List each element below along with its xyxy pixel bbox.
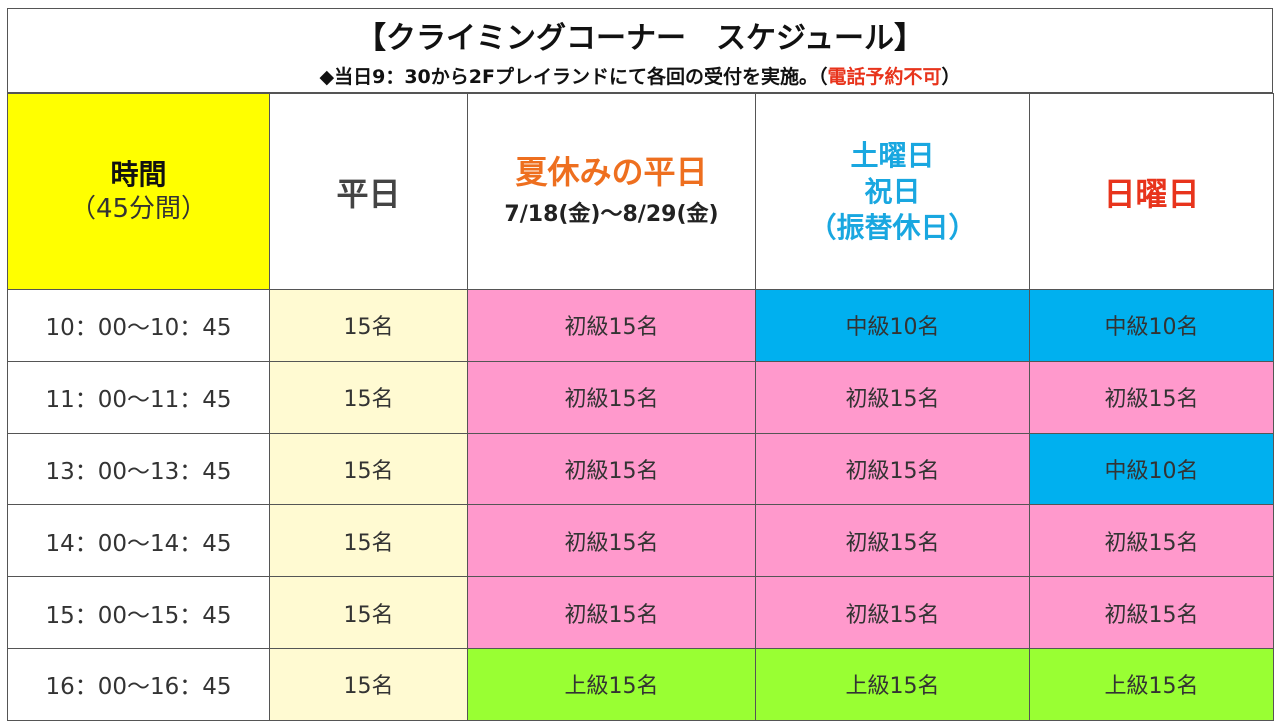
sunday-capacity: 初級15名	[1029, 576, 1274, 649]
summer-capacity: 上級15名	[467, 647, 756, 721]
saturday-capacity: 上級15名	[755, 647, 1030, 721]
weekday-capacity: 15名	[269, 647, 468, 721]
sunday-capacity: 初級15名	[1029, 360, 1274, 434]
time-slot: 10：00～10：45	[7, 289, 270, 362]
weekday-capacity: 15名	[269, 289, 468, 362]
reception-note-suffix: ）	[941, 66, 961, 88]
header-time: 時間 （45分間）	[7, 93, 270, 290]
title-box: 【クライミングコーナー スケジュール】 ◆当日9：30から2Fプレイランドにて各…	[7, 8, 1273, 93]
header-saturday-label: 土曜日	[850, 138, 935, 172]
saturday-capacity: 初級15名	[755, 360, 1030, 434]
time-slot: 11：00～11：45	[7, 360, 270, 434]
saturday-capacity: 中級10名	[755, 289, 1030, 362]
sunday-capacity: 初級15名	[1029, 504, 1274, 578]
header-saturday-holiday: 土曜日 祝日 （振替休日）	[755, 93, 1030, 290]
sunday-capacity: 中級10名	[1029, 289, 1274, 362]
time-slot: 15：00～15：45	[7, 576, 270, 649]
sunday-capacity: 中級10名	[1029, 432, 1274, 506]
table-row: 15：00～15：45 15名 初級15名 初級15名 初級15名	[7, 576, 1274, 649]
header-time-duration: （45分間）	[69, 193, 208, 224]
time-slot: 16：00～16：45	[7, 647, 270, 721]
table-row: 16：00～16：45 15名 上級15名 上級15名 上級15名	[7, 647, 1274, 721]
page-title: 【クライミングコーナー スケジュール】	[356, 21, 924, 56]
saturday-capacity: 初級15名	[755, 432, 1030, 506]
weekday-capacity: 15名	[269, 432, 468, 506]
saturday-capacity: 初級15名	[755, 504, 1030, 578]
sunday-capacity: 上級15名	[1029, 647, 1274, 721]
header-sunday: 日曜日	[1029, 93, 1274, 290]
summer-capacity: 初級15名	[467, 576, 756, 649]
weekday-capacity: 15名	[269, 504, 468, 578]
reception-note-prefix: ◆当日9：30から2Fプレイランドにて各回の受付を実施。（	[319, 66, 828, 88]
summer-capacity: 初級15名	[467, 360, 756, 434]
reception-note: ◆当日9：30から2Fプレイランドにて各回の受付を実施。（電話予約不可）	[8, 65, 1272, 89]
header-row: 時間 （45分間） 平日 夏休みの平日 7/18(金)～8/29(金) 土曜日 …	[7, 93, 1274, 290]
table-row: 10：00～10：45 15名 初級15名 中級10名 中級10名	[7, 289, 1274, 362]
schedule-table: 時間 （45分間） 平日 夏休みの平日 7/18(金)～8/29(金) 土曜日 …	[7, 93, 1274, 721]
table-row: 11：00～11：45 15名 初級15名 初級15名 初級15名	[7, 360, 1274, 434]
time-slot: 13：00～13：45	[7, 432, 270, 506]
header-summer-weekday: 夏休みの平日 7/18(金)～8/29(金)	[467, 93, 756, 290]
header-weekday: 平日	[269, 93, 468, 290]
header-summer-dates: 7/18(金)～8/29(金)	[504, 201, 719, 227]
header-holiday-label: 祝日	[864, 174, 921, 208]
weekday-capacity: 15名	[269, 576, 468, 649]
header-substitute-holiday-label: （振替休日）	[808, 210, 977, 244]
header-summer-label: 夏休みの平日	[515, 152, 708, 191]
summer-capacity: 初級15名	[467, 289, 756, 362]
weekday-capacity: 15名	[269, 360, 468, 434]
summer-capacity: 初級15名	[467, 432, 756, 506]
summer-capacity: 初級15名	[467, 504, 756, 578]
saturday-capacity: 初級15名	[755, 576, 1030, 649]
header-time-label: 時間	[110, 157, 167, 191]
no-phone-reservation-note: 電話予約不可	[827, 66, 942, 88]
table-row: 14：00～14：45 15名 初級15名 初級15名 初級15名	[7, 504, 1274, 578]
time-slot: 14：00～14：45	[7, 504, 270, 578]
table-row: 13：00～13：45 15名 初級15名 初級15名 中級10名	[7, 432, 1274, 506]
